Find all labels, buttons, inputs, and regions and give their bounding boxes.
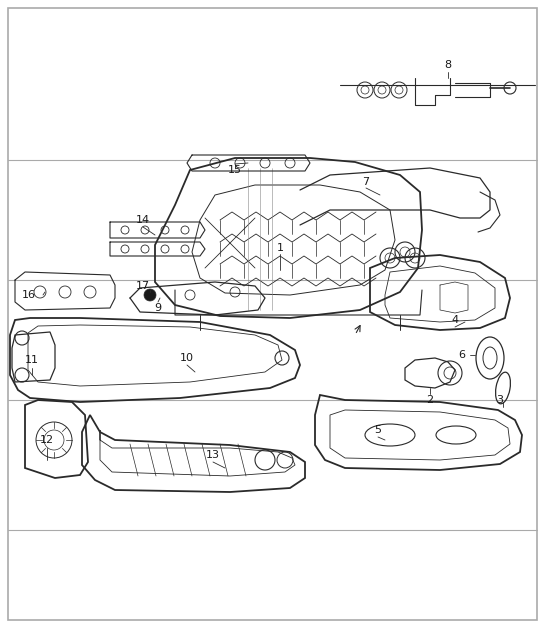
Text: 7: 7 bbox=[362, 177, 370, 187]
Text: 9: 9 bbox=[154, 303, 161, 313]
Circle shape bbox=[144, 289, 156, 301]
Text: 4: 4 bbox=[451, 315, 458, 325]
Text: 5: 5 bbox=[374, 425, 381, 435]
Text: 6: 6 bbox=[458, 350, 465, 360]
Text: 8: 8 bbox=[444, 60, 452, 70]
Text: 15: 15 bbox=[228, 165, 242, 175]
Text: 13: 13 bbox=[206, 450, 220, 460]
Text: 17: 17 bbox=[136, 281, 150, 291]
Text: 2: 2 bbox=[426, 395, 434, 405]
Text: 14: 14 bbox=[136, 215, 150, 225]
Text: 12: 12 bbox=[40, 435, 54, 445]
Text: 1: 1 bbox=[276, 243, 283, 253]
Text: 11: 11 bbox=[25, 355, 39, 365]
Text: 10: 10 bbox=[180, 353, 194, 363]
Text: 3: 3 bbox=[496, 395, 504, 405]
Text: 16: 16 bbox=[22, 290, 36, 300]
